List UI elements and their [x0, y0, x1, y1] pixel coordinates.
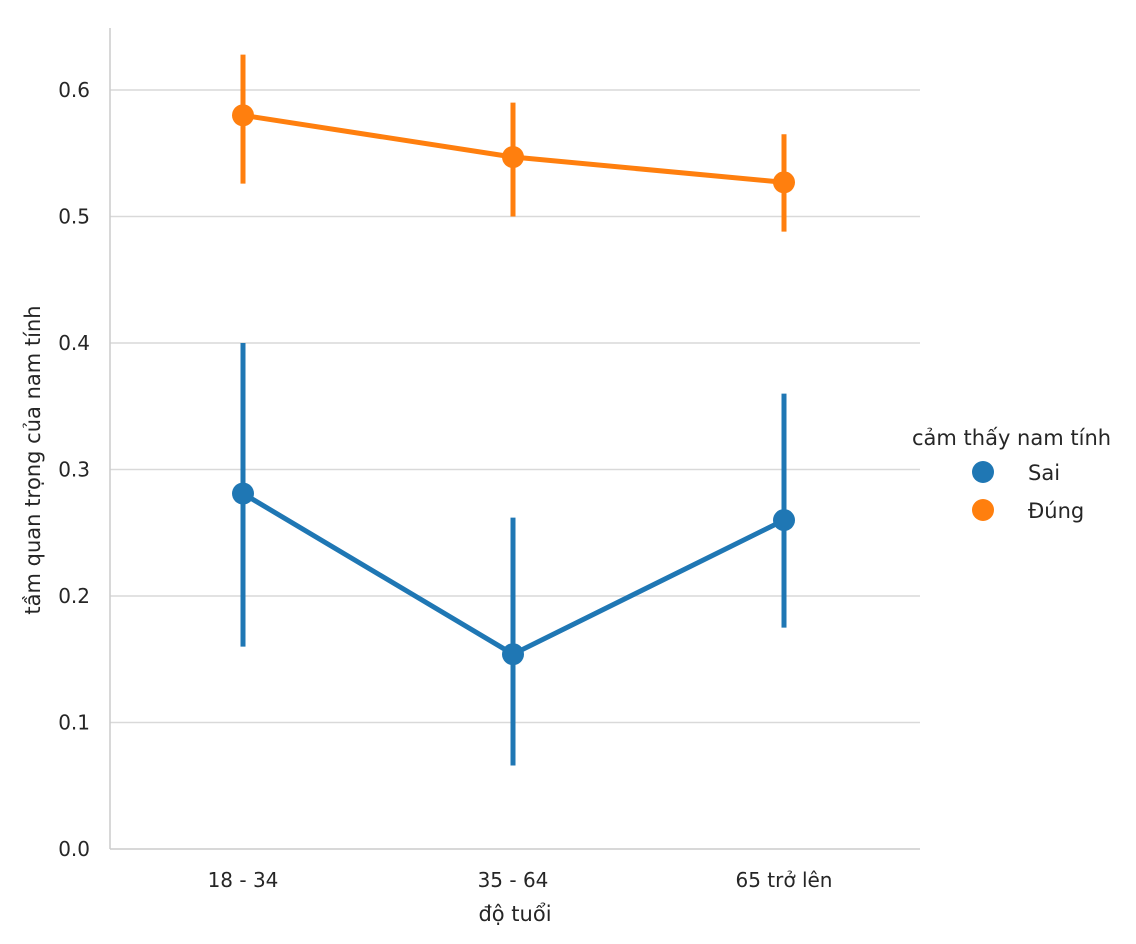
legend-items: Sai Đúng — [972, 461, 1084, 523]
y-tick-label-0: 0.0 — [58, 837, 90, 861]
y-ticks: 0.0 0.1 0.2 0.3 0.4 0.5 0.6 — [58, 78, 90, 861]
data-point-1-1 — [502, 146, 524, 169]
legend-label-0: Sai — [1028, 461, 1060, 485]
y-tick-label-3: 0.3 — [58, 458, 90, 482]
series-0 — [232, 343, 795, 766]
legend-label-1: Đúng — [1028, 499, 1084, 523]
legend: cảm thấy nam tính Sai Đúng — [912, 426, 1111, 523]
x-axis-label: độ tuổi — [478, 902, 551, 926]
y-tick-label-6: 0.6 — [58, 78, 90, 102]
data-point-1-0 — [232, 104, 254, 127]
data-point-0-1 — [502, 643, 524, 666]
legend-marker-0 — [972, 461, 994, 483]
x-tick-label-1: 35 - 64 — [478, 868, 549, 892]
series-1 — [232, 54, 795, 232]
data-point-1-2 — [773, 171, 795, 194]
y-tick-label-5: 0.5 — [58, 205, 90, 229]
x-tick-label-2: 65 trở lên — [735, 868, 832, 892]
series-layer — [232, 54, 795, 766]
y-tick-label-1: 0.1 — [58, 711, 90, 735]
y-tick-label-4: 0.4 — [58, 331, 90, 355]
y-tick-label-2: 0.2 — [58, 584, 90, 608]
x-ticks: 18 - 34 35 - 64 65 trở lên — [208, 868, 833, 892]
data-point-0-2 — [773, 509, 795, 532]
data-point-0-0 — [232, 482, 254, 505]
legend-marker-1 — [972, 499, 994, 521]
x-tick-label-0: 18 - 34 — [208, 868, 279, 892]
legend-title: cảm thấy nam tính — [912, 426, 1111, 450]
y-axis-label: tầm quan trọng của nam tính — [21, 305, 45, 614]
